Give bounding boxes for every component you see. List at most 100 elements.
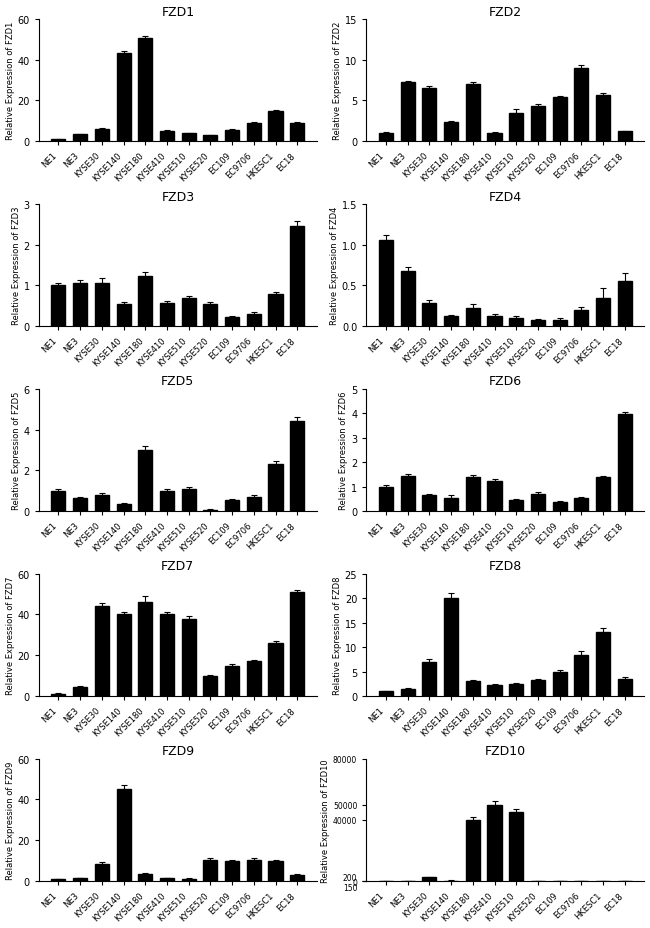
- Y-axis label: Relative Expression of FZD5: Relative Expression of FZD5: [12, 392, 21, 509]
- Bar: [73, 498, 87, 511]
- Y-axis label: Relative Expression of FZD4: Relative Expression of FZD4: [330, 207, 339, 325]
- Bar: [268, 643, 283, 696]
- Bar: [575, 69, 588, 142]
- Bar: [160, 132, 174, 142]
- Bar: [531, 107, 545, 142]
- Bar: [379, 134, 393, 142]
- Bar: [116, 790, 131, 882]
- Bar: [290, 875, 304, 882]
- Bar: [444, 317, 458, 327]
- Title: FZD4: FZD4: [489, 190, 522, 203]
- Bar: [51, 286, 66, 327]
- Bar: [400, 84, 415, 142]
- Bar: [95, 496, 109, 511]
- Bar: [552, 98, 567, 142]
- Bar: [596, 478, 610, 511]
- Bar: [160, 615, 174, 696]
- Bar: [138, 277, 152, 327]
- Bar: [400, 476, 415, 511]
- Bar: [181, 879, 196, 882]
- Bar: [466, 682, 480, 696]
- Bar: [488, 686, 502, 696]
- Bar: [531, 494, 545, 511]
- Bar: [181, 299, 196, 327]
- Bar: [596, 633, 610, 696]
- Bar: [225, 318, 239, 327]
- Bar: [552, 320, 567, 327]
- Title: FZD3: FZD3: [161, 190, 194, 203]
- Bar: [268, 465, 283, 511]
- Y-axis label: Relative Expression of FZD8: Relative Expression of FZD8: [333, 576, 342, 694]
- Y-axis label: Relative Expression of FZD7: Relative Expression of FZD7: [6, 576, 14, 694]
- Title: FZD2: FZD2: [489, 6, 522, 19]
- Bar: [290, 422, 304, 511]
- Bar: [552, 502, 567, 511]
- Bar: [138, 450, 152, 511]
- Bar: [51, 491, 66, 511]
- Title: FZD1: FZD1: [161, 6, 194, 19]
- Bar: [531, 681, 545, 696]
- Bar: [247, 315, 261, 327]
- Bar: [422, 496, 436, 511]
- Bar: [466, 85, 480, 142]
- Bar: [73, 135, 87, 142]
- Bar: [116, 615, 131, 696]
- Bar: [160, 303, 174, 327]
- Bar: [290, 227, 304, 327]
- Bar: [203, 304, 218, 327]
- Bar: [422, 663, 436, 696]
- Bar: [400, 271, 415, 327]
- Title: FZD9: FZD9: [161, 744, 194, 757]
- Bar: [618, 679, 632, 696]
- Bar: [160, 491, 174, 511]
- Bar: [138, 874, 152, 882]
- Bar: [444, 599, 458, 696]
- Y-axis label: Relative Expression of FZD1: Relative Expression of FZD1: [6, 21, 14, 140]
- Bar: [379, 241, 393, 327]
- Bar: [268, 861, 283, 882]
- Bar: [95, 283, 109, 327]
- Bar: [225, 861, 239, 882]
- Bar: [509, 812, 523, 882]
- Bar: [575, 311, 588, 327]
- Bar: [225, 131, 239, 142]
- Bar: [466, 820, 480, 882]
- Bar: [51, 694, 66, 696]
- Y-axis label: Relative Expression of FZD9: Relative Expression of FZD9: [6, 761, 14, 879]
- Bar: [225, 665, 239, 696]
- Bar: [138, 602, 152, 696]
- Bar: [290, 592, 304, 696]
- Title: FZD6: FZD6: [489, 375, 522, 388]
- Bar: [225, 500, 239, 511]
- Bar: [379, 691, 393, 696]
- Bar: [203, 859, 218, 882]
- Bar: [160, 878, 174, 882]
- Bar: [444, 123, 458, 142]
- Bar: [618, 133, 632, 142]
- Bar: [618, 415, 632, 511]
- Title: FZD8: FZD8: [489, 560, 522, 573]
- Bar: [531, 320, 545, 327]
- Bar: [181, 619, 196, 696]
- Bar: [290, 123, 304, 142]
- Y-axis label: Relative Expression of FZD6: Relative Expression of FZD6: [339, 392, 348, 509]
- Bar: [422, 877, 436, 882]
- Y-axis label: Relative Expression of FZD3: Relative Expression of FZD3: [12, 207, 21, 325]
- Bar: [203, 510, 218, 511]
- Bar: [444, 498, 458, 511]
- Bar: [203, 676, 218, 696]
- Bar: [73, 688, 87, 696]
- Bar: [116, 55, 131, 142]
- Bar: [268, 295, 283, 327]
- Bar: [138, 39, 152, 142]
- Bar: [596, 298, 610, 327]
- Bar: [466, 309, 480, 327]
- Title: FZD10: FZD10: [485, 744, 526, 757]
- Bar: [247, 662, 261, 696]
- Bar: [509, 113, 523, 142]
- Bar: [247, 859, 261, 882]
- Bar: [596, 96, 610, 142]
- Title: FZD7: FZD7: [161, 560, 194, 573]
- Bar: [51, 879, 66, 882]
- Bar: [488, 805, 502, 882]
